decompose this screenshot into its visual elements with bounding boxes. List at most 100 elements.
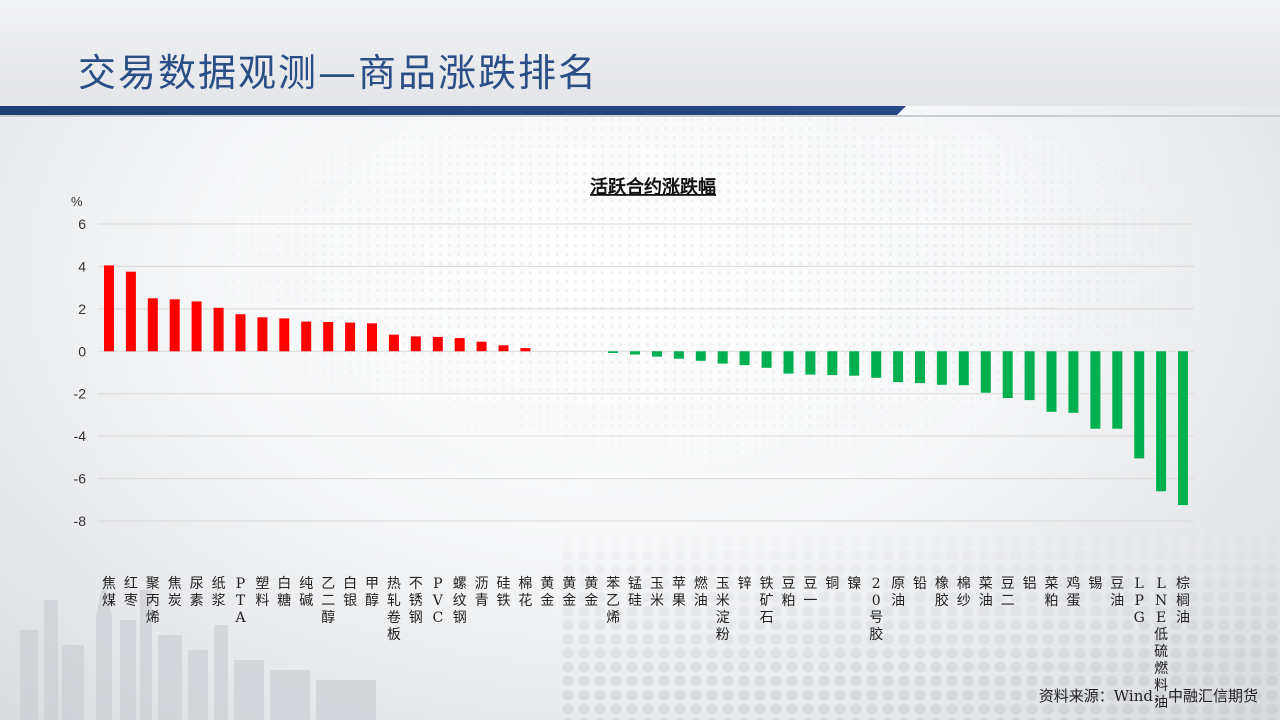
x-category-label: 热轧卷板 [387,576,401,643]
x-category-label: 镍 [847,576,861,592]
bar [147,298,158,352]
x-category-label: 纸浆 [212,576,226,609]
x-category-label: L N E 低硫燃料油 [1154,576,1168,711]
y-tick-label: -2 [74,386,87,402]
x-category-label: 棉纱 [957,575,971,609]
x-category-label: 铝 [1023,576,1037,592]
title-rule [0,106,906,115]
bar [1024,351,1035,401]
background-world-map-dots [130,115,1190,495]
bar [1134,351,1145,459]
x-category-label: 铁矿石 [760,576,774,626]
bar [410,336,421,352]
chart-title: 活跃合约涨跌幅 [590,176,716,198]
y-tick-label: -6 [74,471,87,487]
bar [739,351,750,366]
bar [1046,351,1057,412]
x-category-label: 白糖 [277,576,291,609]
bar [345,322,356,352]
x-category-label: 乙二醇 [321,576,335,626]
x-category-label: 燃油 [694,575,708,609]
bar [520,348,531,352]
bar [608,351,619,353]
source-note: 资料来源：Wind，中融汇信期货 [1038,687,1258,705]
x-category-label: 铅 [913,576,927,592]
x-category-label: 菜粕 [1045,576,1059,609]
grid-layer: 6 4 2 0 -2 -4 -6 -8 [74,216,1194,529]
bar [1090,351,1101,429]
x-category-label: 甲醇 [365,576,379,609]
x-category-label: 玉米淀粉 [716,576,730,643]
bar [279,318,290,352]
bar [761,351,772,368]
bar [849,351,860,376]
x-category-label: 2 0 号胶 [869,576,883,643]
y-tick-label: 6 [78,216,86,232]
x-category-label: 菜油 [979,576,993,609]
bar [980,351,991,393]
bar [432,336,443,352]
x-category-label: 白银 [343,576,357,609]
bar [1178,351,1188,506]
y-tick-label: -8 [74,513,87,529]
x-category-label: 锌 [738,576,752,592]
x-category-label: 红枣 [124,576,138,609]
x-category-label: 锰硅 [628,576,642,609]
x-category-label: 黄金 [540,575,554,609]
y-tick-label: -4 [74,428,87,444]
x-category-label: 聚丙烯 [146,576,160,626]
x-category-label: 苹果 [672,576,686,609]
bar [958,351,969,386]
bar [652,351,662,357]
x-category-label: 玉米 [650,576,664,609]
x-category-label: 铜 [825,576,839,592]
background-city-skyline [20,580,376,720]
page-title: 交易数据观测—商品涨跌排名 [78,51,599,95]
bar [191,301,202,352]
bar [476,341,487,352]
bar [630,351,640,355]
x-category-label: 锡 [1088,576,1102,592]
y-tick-label: 4 [78,258,86,274]
bar [805,351,816,375]
x-category-label: 黄金 [584,575,598,609]
bar [367,323,377,352]
x-category-label: 鸡蛋 [1066,575,1080,609]
x-category-label: 黄金 [562,575,576,609]
bar [1156,351,1167,492]
x-category-label: 豆粕 [782,576,796,609]
bar [695,351,706,361]
x-category-label: 原油 [891,576,905,609]
y-axis-unit-label: % [71,194,83,209]
x-category-label: 焦炭 [168,576,182,609]
bar [673,351,684,359]
bar [827,351,838,376]
x-category-label: 豆二 [1001,576,1015,609]
y-tick-label: 2 [78,301,86,317]
bar [125,271,136,352]
bar [498,345,509,352]
bars-layer [104,265,1188,506]
x-category-label: 不锈钢 [409,576,423,626]
bar [323,322,334,352]
y-tick-label: 0 [78,343,86,359]
bar [783,351,794,374]
x-category-label: 硅铁 [497,576,511,609]
bar [169,299,180,352]
bar [1112,351,1123,429]
bar [388,334,399,352]
x-category-label: 豆一 [803,576,817,609]
bar [301,321,312,352]
x-category-label: 塑料 [255,576,269,609]
bar [717,351,728,364]
x-category-label: 豆油 [1110,576,1124,609]
bar [1068,351,1079,413]
bar [235,314,246,352]
background-hex-pattern [560,520,1280,720]
